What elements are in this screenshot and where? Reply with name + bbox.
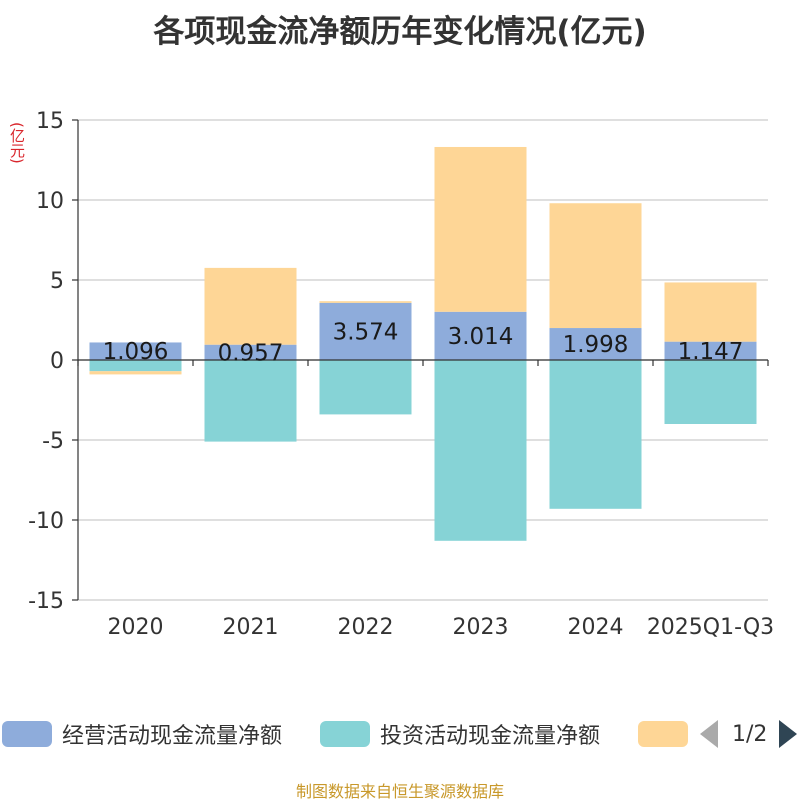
bar-2022-series-2[interactable] bbox=[319, 301, 412, 303]
bar-2024-series-1[interactable] bbox=[549, 360, 642, 509]
legend-pager: 1/2 bbox=[700, 716, 798, 752]
x-tick-label: 2023 bbox=[453, 615, 509, 640]
legend-next-page-icon[interactable] bbox=[779, 720, 798, 748]
bar-2023-series-0[interactable] bbox=[434, 311, 527, 360]
data-label-2022: 3.574 bbox=[333, 319, 399, 345]
bar-2020-series-1[interactable] bbox=[89, 360, 182, 372]
data-label-2024: 1.998 bbox=[563, 332, 629, 358]
data-label-2023: 3.014 bbox=[448, 324, 514, 350]
legend-page-indicator: 1/2 bbox=[732, 721, 768, 747]
bar-2021-series-2[interactable] bbox=[204, 267, 297, 345]
bar-2020-series-0[interactable] bbox=[89, 342, 182, 360]
legend-item-investing[interactable]: 投资活动现金流量净额 bbox=[320, 716, 600, 752]
data-label-2021: 0.957 bbox=[218, 340, 284, 366]
y-tick-label: 5 bbox=[50, 269, 64, 294]
x-tick-label: 2025Q1-Q3 bbox=[647, 615, 774, 640]
legend-swatch-operating bbox=[2, 721, 52, 747]
bars bbox=[89, 146, 757, 541]
x-tick-label: 2021 bbox=[223, 615, 279, 640]
bar-2021-series-0[interactable] bbox=[204, 344, 297, 360]
y-tick-label: -10 bbox=[28, 509, 64, 534]
y-tick-label: -15 bbox=[28, 589, 64, 614]
x-tick-label: 2024 bbox=[568, 615, 624, 640]
bar-2024-series-0[interactable] bbox=[549, 328, 642, 360]
bar-2022-series-0[interactable] bbox=[319, 302, 412, 360]
legend-prev-page-icon[interactable] bbox=[700, 720, 718, 748]
bar-2025Q1-Q3-series-2[interactable] bbox=[664, 282, 757, 342]
legend-item-operating[interactable]: 经营活动现金流量净额 bbox=[2, 716, 282, 752]
legend: 经营活动现金流量净额 投资活动现金流量净额 bbox=[0, 716, 800, 756]
legend-swatch-investing bbox=[320, 721, 370, 747]
axes: 15 10 5 0 -5 -10 -15 2020 2021 2022 2023 2024 2025Q1… bbox=[28, 109, 774, 640]
bar-2025Q1-Q3-series-1[interactable] bbox=[664, 360, 757, 424]
y-tick-label: 0 bbox=[50, 349, 64, 374]
legend-item-financing[interactable] bbox=[638, 716, 698, 752]
bar-2023-series-1[interactable] bbox=[434, 360, 527, 541]
legend-label-investing: 投资活动现金流量净额 bbox=[380, 724, 601, 749]
x-tick-label: 2022 bbox=[338, 615, 394, 640]
y-axis-unit-label: (亿元) bbox=[8, 122, 26, 164]
legend-swatch-financing bbox=[638, 721, 688, 747]
bar-chart: 15 10 5 0 -5 -10 -15 2020 2021 2022 2023 2024 2025Q1… bbox=[28, 109, 774, 640]
bar-2020-series-2[interactable] bbox=[89, 371, 182, 375]
data-labels: 1.096 0.957 3.574 3.014 1.998 1.147 bbox=[103, 319, 744, 366]
bar-2023-series-2[interactable] bbox=[434, 146, 527, 312]
data-label-2020: 1.096 bbox=[103, 339, 169, 365]
y-tick-label: -5 bbox=[42, 429, 64, 454]
y-tick-label: 15 bbox=[36, 109, 64, 134]
legend-label-operating: 经营活动现金流量净额 bbox=[62, 724, 283, 749]
x-tick-label: 2020 bbox=[108, 615, 164, 640]
chart-title: 各项现金流净额历年变化情况(亿元) bbox=[153, 14, 647, 50]
bar-2022-series-1[interactable] bbox=[319, 360, 412, 415]
data-source-note: 制图数据来自恒生聚源数据库 bbox=[295, 782, 504, 801]
bar-2024-series-2[interactable] bbox=[549, 203, 642, 329]
y-tick-label: 10 bbox=[36, 189, 64, 214]
bar-2021-series-1[interactable] bbox=[204, 360, 297, 442]
bar-2025Q1-Q3-series-0[interactable] bbox=[664, 341, 757, 360]
data-label-2025Q1-Q3: 1.147 bbox=[678, 339, 744, 365]
